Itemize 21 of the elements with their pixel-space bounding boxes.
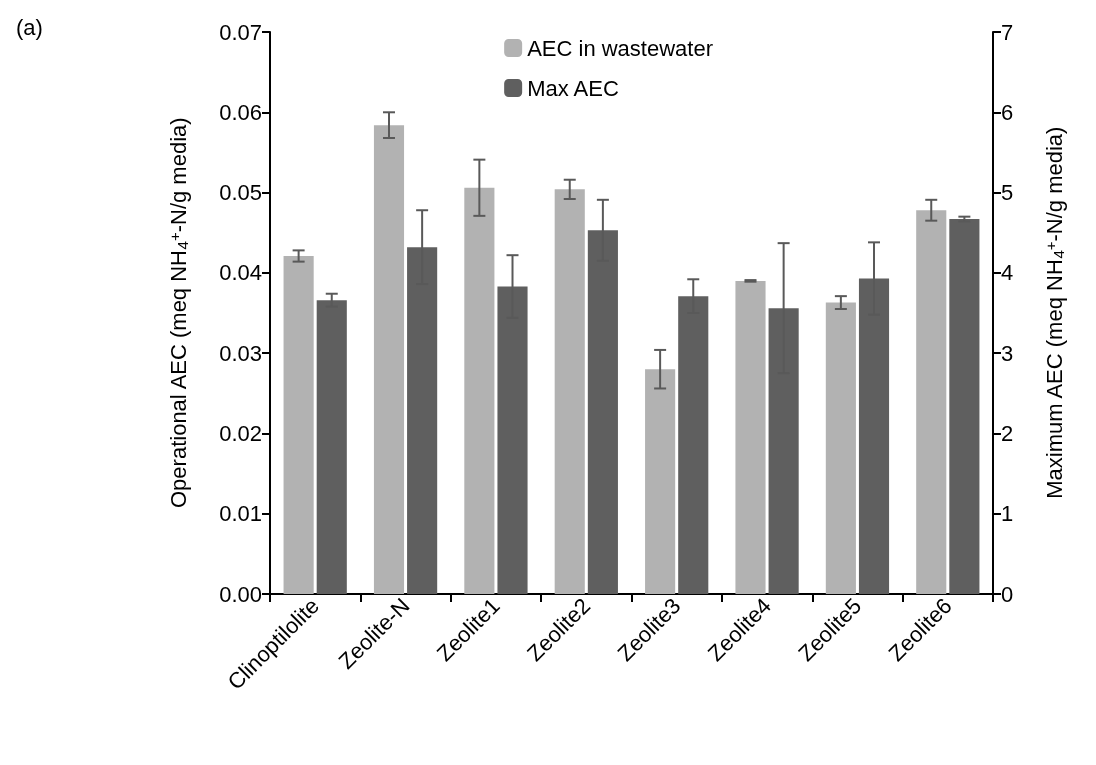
y2-axis-title: Maximum AEC (meq NH4+-N/g media) bbox=[1042, 126, 1067, 499]
y2-tick-label: 1 bbox=[1001, 501, 1014, 527]
legend-label: AEC in wastewater bbox=[527, 35, 714, 61]
y2-tick-label: 5 bbox=[1001, 180, 1014, 206]
y-tick-label: 0.02 bbox=[219, 420, 262, 446]
y-tick-label: 0.04 bbox=[219, 260, 262, 286]
y-tick-label: 0.06 bbox=[219, 99, 262, 125]
y-tick-label: 0.07 bbox=[219, 19, 262, 45]
y2-tick-label: 2 bbox=[1001, 420, 1014, 446]
y-tick-label: 0.01 bbox=[219, 501, 262, 527]
y2-tick-label: 3 bbox=[1001, 340, 1014, 366]
y2-tick-label: 6 bbox=[1001, 99, 1014, 125]
y2-tick-label: 4 bbox=[1001, 260, 1014, 286]
text: (a) bbox=[16, 14, 43, 40]
y2-tick-label: 0 bbox=[1001, 581, 1014, 607]
y2-tick-label: 7 bbox=[1001, 19, 1014, 45]
legend-label: Max AEC bbox=[527, 75, 619, 101]
y-tick-label: 0.03 bbox=[219, 340, 262, 366]
y-tick-label: 0.00 bbox=[219, 581, 262, 607]
y-axis-title: Operational AEC (meq NH4+-N/g media) bbox=[166, 117, 191, 509]
y-tick-label: 0.05 bbox=[219, 180, 262, 206]
